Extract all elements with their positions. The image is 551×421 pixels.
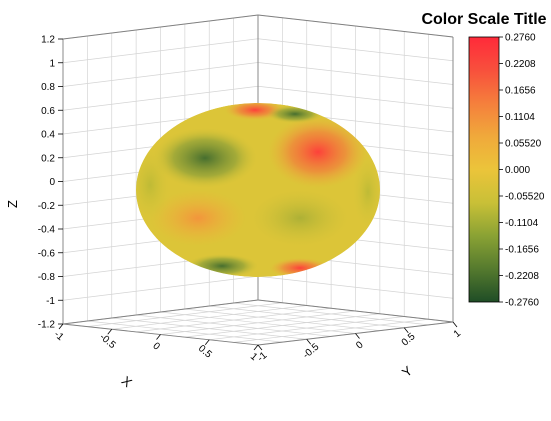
grid-line [209, 305, 405, 329]
surface-high-region [268, 116, 368, 188]
y-axis-title: Y [399, 363, 416, 380]
z-tick-label: -0.4 [38, 225, 56, 236]
x-tick-label: -0.5 [97, 332, 118, 352]
surface-top-dark [267, 105, 323, 123]
x-axis-title: X [119, 373, 136, 390]
x-tick-mark [204, 339, 210, 345]
grid-line [233, 302, 429, 326]
color-scale-label: 0.05520 [505, 139, 542, 150]
z-tick-label: 0.2 [41, 153, 55, 164]
z-tick-label: 0.8 [41, 82, 55, 93]
color-scale-label: -0.2760 [505, 298, 539, 309]
color-scale-label: 0.2208 [505, 59, 536, 70]
box-edge [257, 14, 454, 38]
x-tick-mark [107, 329, 113, 335]
color-scale-label: 0.1656 [505, 86, 536, 97]
color-scale-label: -0.2208 [505, 271, 539, 282]
surface-left-edge [136, 145, 172, 225]
x-tick-mark [156, 334, 161, 340]
surface-orange-region [150, 190, 246, 246]
surface-bottom-red [270, 258, 330, 277]
color-scale-label: 0.1104 [505, 112, 535, 123]
y-tick-mark [452, 321, 458, 328]
surface-right-edge [352, 154, 380, 230]
z-tick-label: -0.8 [38, 272, 56, 283]
z-tick-label: 0.6 [41, 106, 55, 117]
z-tick-label: 0 [49, 177, 55, 188]
color-scale-label: -0.1656 [505, 245, 539, 256]
y-tick-mark [306, 339, 312, 345]
z-tick-label: -0.6 [38, 248, 56, 259]
y-tick-mark [355, 333, 360, 339]
box-edge [62, 299, 259, 325]
ellipsoid-surface [136, 103, 380, 277]
z-tick-label: 1 [49, 58, 55, 69]
grid-line [209, 316, 405, 341]
color-scale-label: -0.05520 [505, 192, 545, 203]
color-scale-bar [468, 36, 500, 303]
y-tick-label: -1 [255, 350, 269, 364]
x-tick-label: 0 [150, 341, 162, 353]
y-tick-label: -0.5 [301, 341, 322, 361]
z-axis-title: Z [5, 200, 20, 208]
x-tick-label: 0.5 [196, 343, 214, 361]
x-tick-label: 1 [248, 351, 260, 363]
color-scale-label: -0.1104 [505, 218, 539, 229]
grid-line [160, 310, 356, 335]
y-tick-label: 0.5 [400, 331, 418, 349]
surface-bottom-dark [186, 254, 258, 277]
color-scale-label: 0.2760 [505, 33, 536, 44]
x-tick-mark [253, 344, 259, 351]
x-tick-mark [58, 323, 64, 330]
x-tick-label: -1 [52, 329, 66, 343]
y-tick-mark [257, 344, 263, 351]
z-tick-label: -0.2 [38, 201, 56, 212]
y-tick-label: 0 [354, 339, 366, 351]
box-edge [62, 14, 259, 40]
z-tick-label: 0.4 [41, 130, 55, 141]
z-tick-label: 1.2 [41, 35, 55, 46]
z-tick-label: -1 [46, 296, 55, 307]
color-scale: Color Scale Title 0.2760 0.2208 0.1656 0.11… [421, 11, 546, 309]
y-tick-mark [403, 327, 409, 333]
grid-line [233, 318, 429, 343]
surface-olive-region [252, 190, 348, 246]
box-edge [257, 299, 454, 323]
y-tick-label: 1 [452, 328, 464, 340]
surface-low-region [153, 128, 257, 188]
color-scale-label: 0.000 [505, 165, 530, 176]
grid-line [184, 308, 380, 331]
z-tick-label: -1.2 [38, 320, 56, 331]
color-scale-title: Color Scale Title [421, 11, 546, 28]
grid-line [184, 313, 380, 338]
